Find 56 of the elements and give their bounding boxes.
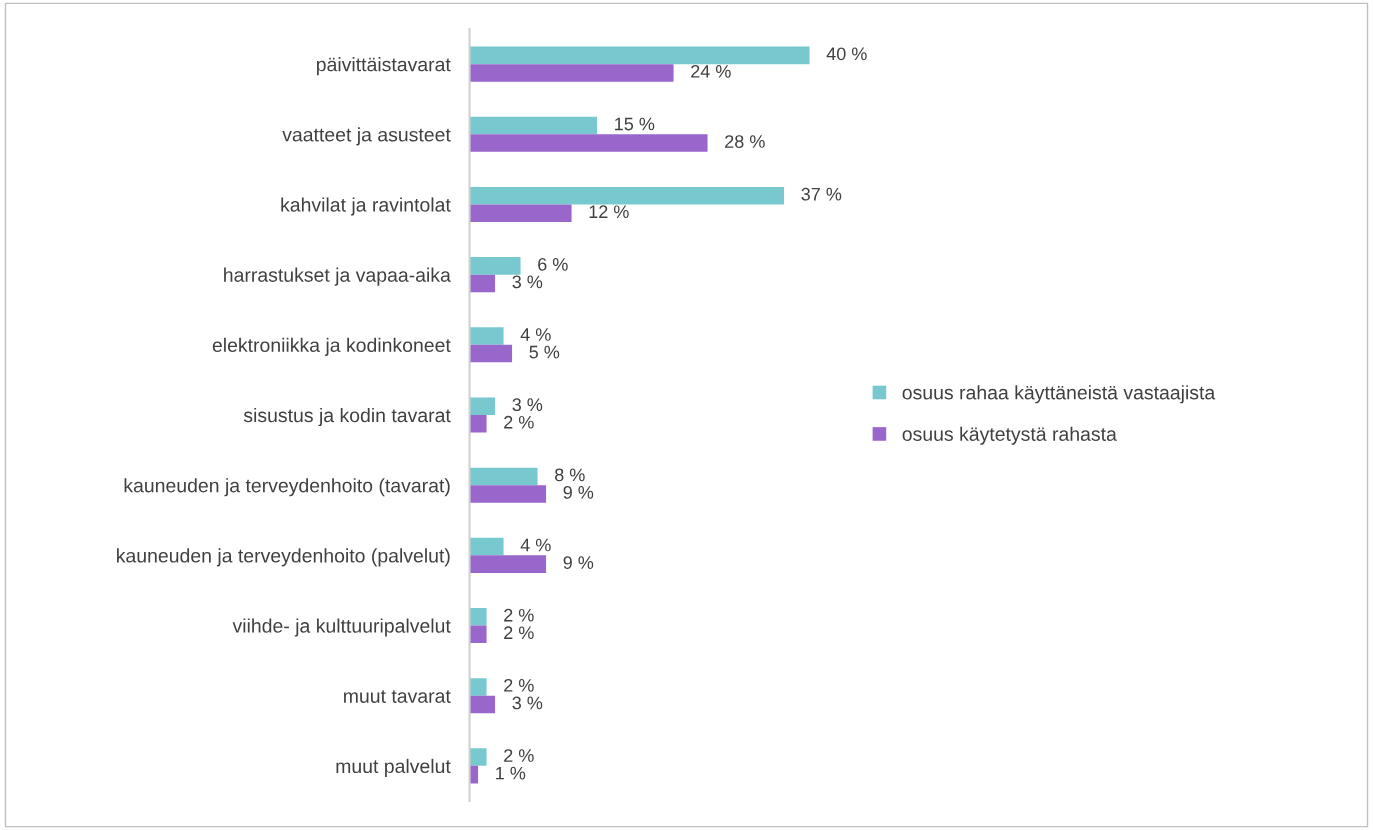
y-tick-label: päivittäistavarat [316,57,451,76]
y-tick-label: kahvilat ja ravintolat [281,197,451,216]
bar [469,467,538,486]
data-label: 40 % [826,47,867,61]
y-tick-label: vaatteet ja asusteet [282,127,451,146]
y-tick-label: muut tavarat [344,690,451,703]
bar [469,485,547,503]
data-label: 2 % [504,626,534,640]
bar [469,186,785,205]
bar [469,678,487,696]
data-label: 24 % [691,64,731,78]
data-label: 2 % [504,749,534,762]
legend-label: osuus käytetystä rahasta [902,426,1117,445]
bar [469,204,572,223]
bar [469,327,504,345]
bar [469,134,708,152]
data-label: 2 % [504,608,534,622]
bar [469,695,496,714]
y-tick-label: harrastukset ja vapaa-aika [224,267,451,286]
legend-label: osuus rahaa käyttäneistä vastaajista [902,385,1216,404]
bar [469,415,487,433]
data-label: 1 % [496,766,526,780]
data-label: 8 % [555,468,585,482]
data-label: 3 % [512,398,543,412]
y-tick-label: viihde- ja kulttuuripalvelut [232,618,451,637]
bar [469,397,496,415]
data-label: 4 % [520,328,551,341]
data-label: 3 % [512,696,543,710]
bar [469,46,810,65]
y-tick-label: kauneuden ja terveydenhoito (tavarat) [124,478,450,497]
data-label: 3 % [512,275,543,289]
data-label: 5 % [529,345,560,359]
data-label: 2 % [504,678,534,692]
bar [469,64,674,82]
y-tick-label: elektroniikka ja kodinkoneet [212,337,451,356]
data-label: 4 % [520,538,551,552]
y-tick-label: kauneuden ja terveydenhoito (palvelut) [117,548,450,567]
y-tick-label: muut palvelut [336,758,451,777]
data-label: 28 % [725,135,765,148]
bar [469,607,487,626]
bar [469,537,504,556]
bar [469,748,487,766]
data-label: 9 % [563,556,594,569]
data-label: 12 % [589,205,629,219]
bar [469,116,598,135]
bar [469,344,513,363]
bar [469,257,521,275]
bar [469,555,547,573]
bar [469,274,496,293]
data-label: 9 % [563,486,594,499]
data-label: 6 % [538,257,568,271]
y-tick-label: sisustus ja kodin tavarat [243,407,451,427]
data-label: 15 % [615,117,655,131]
data-label: 2 % [504,415,534,429]
data-label: 37 % [801,187,842,201]
bar [469,625,487,644]
